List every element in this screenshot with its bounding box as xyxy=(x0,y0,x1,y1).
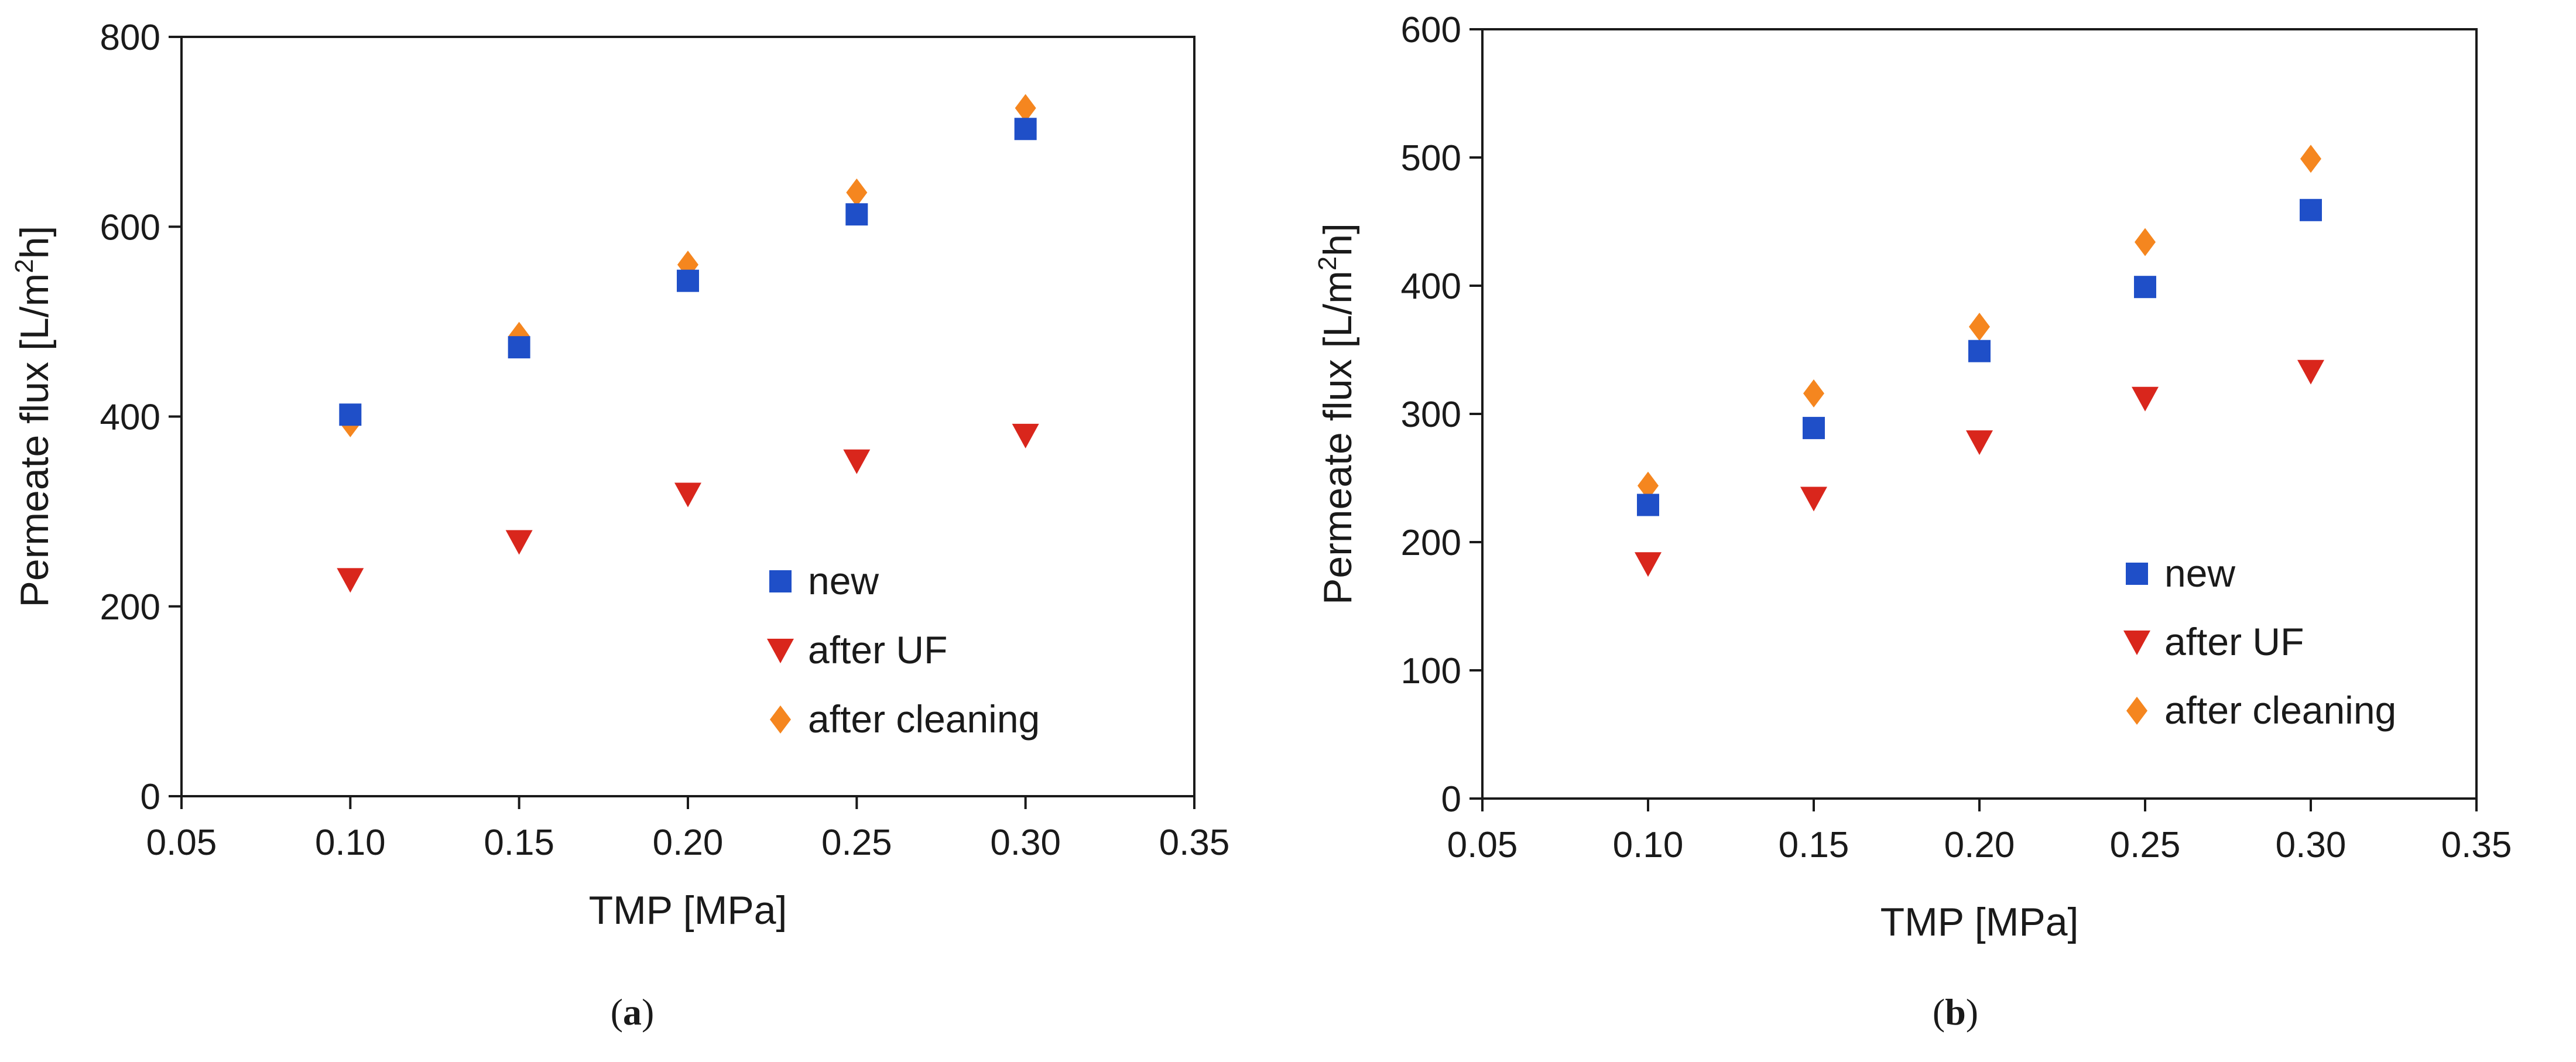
panel-caption-open: ( xyxy=(611,991,623,1033)
y-axis-label-tail: h] xyxy=(1316,223,1360,256)
data-point xyxy=(1014,118,1037,141)
y-tick-label: 200 xyxy=(1401,523,1461,563)
y-tick-label: 100 xyxy=(1401,651,1461,691)
series-after-cleaning xyxy=(1638,145,2321,500)
data-point xyxy=(1803,379,1824,407)
legend-marker xyxy=(2123,631,2150,655)
series-after-UF xyxy=(337,423,1039,593)
x-axis-label: TMP [MPa] xyxy=(1880,900,2079,944)
legend-marker xyxy=(769,570,792,592)
data-point xyxy=(1803,417,1825,440)
x-tick-label: 0.15 xyxy=(1779,825,1849,865)
data-point xyxy=(843,449,871,474)
data-point xyxy=(2134,276,2156,299)
x-tick-label: 0.35 xyxy=(2441,825,2512,865)
x-tick-label: 0.20 xyxy=(1944,825,2015,865)
panel-caption: (a) xyxy=(611,991,655,1033)
panel-caption-letter: b xyxy=(1945,991,1966,1033)
data-point xyxy=(2132,386,2159,412)
x-tick-label: 0.25 xyxy=(821,823,892,863)
y-tick-label: 800 xyxy=(100,18,160,58)
y-tick-label: 0 xyxy=(1441,779,1461,820)
data-point xyxy=(846,178,868,207)
legend-label: after cleaning xyxy=(2164,688,2396,732)
panel-caption-open: ( xyxy=(1933,991,1945,1033)
panel-a: 0.05 0.10 0.15 0.20 0.25 0.30 0.35 0 200 400 600 80… xyxy=(10,18,1229,1033)
y-tick-label: 0 xyxy=(141,777,160,817)
y-tick-label: 200 xyxy=(100,587,160,628)
data-point xyxy=(1637,494,1659,516)
panel-caption-letter: a xyxy=(623,991,642,1033)
y-tick-label: 400 xyxy=(1401,266,1461,307)
legend-label: new xyxy=(808,559,879,602)
series-new xyxy=(339,118,1037,426)
plot-frame xyxy=(1481,28,2478,800)
data-point xyxy=(677,269,699,292)
legend-marker xyxy=(770,705,791,734)
y-tick-label: 300 xyxy=(1401,395,1461,435)
data-point xyxy=(1638,471,1659,500)
x-tick-label: 0.05 xyxy=(146,823,217,863)
x-tick-label: 0.10 xyxy=(1613,825,1684,865)
plot-frame xyxy=(180,36,1195,797)
x-tick-label: 0.05 xyxy=(1447,825,1518,865)
data-point xyxy=(2297,359,2324,385)
data-point xyxy=(339,403,362,426)
data-point xyxy=(1968,340,1991,362)
data-point xyxy=(1635,552,1662,577)
data-point xyxy=(2300,145,2321,173)
data-point xyxy=(845,203,868,226)
data-point xyxy=(2300,198,2322,221)
y-tick-label: 600 xyxy=(1401,10,1461,50)
x-tick-label: 0.10 xyxy=(315,823,386,863)
y-tick-label: 500 xyxy=(1401,138,1461,179)
x-tick-label: 0.25 xyxy=(2110,825,2181,865)
legend-label: new xyxy=(2164,551,2235,595)
panel-caption: (b) xyxy=(1933,991,1978,1033)
y-axis-label-superscript: 2 xyxy=(10,259,39,273)
y-tick-label: 600 xyxy=(100,207,160,248)
legend-label: after UF xyxy=(2164,620,2304,663)
data-point xyxy=(1966,430,1993,455)
legend-marker xyxy=(2126,563,2148,585)
series-new xyxy=(1637,198,2322,516)
panel-caption-close: ) xyxy=(642,991,654,1033)
legend-label: after UF xyxy=(808,628,947,672)
legend-marker xyxy=(767,639,794,663)
y-tick-label: 400 xyxy=(100,398,160,438)
legend: new after UF after cleaning xyxy=(2123,551,2396,732)
series-after-UF xyxy=(1635,359,2324,577)
y-axis-label-main: Permeate flux [L/m xyxy=(1316,270,1360,605)
x-tick-label: 0.20 xyxy=(653,823,724,863)
legend: new after UF after cleaning xyxy=(767,559,1040,741)
data-point xyxy=(1800,487,1827,512)
panel-b: 0.05 0.10 0.15 0.20 0.25 0.30 0.35 0 100 200 300 40… xyxy=(1313,10,2512,1033)
x-tick-label: 0.30 xyxy=(2276,825,2347,865)
x-tick-label: 0.15 xyxy=(484,823,554,863)
legend-label: after cleaning xyxy=(808,697,1040,741)
legend-marker xyxy=(2126,697,2147,725)
data-point xyxy=(1012,423,1039,448)
y-axis-label-tail: h] xyxy=(12,226,57,259)
x-tick-label: 0.30 xyxy=(990,823,1061,863)
data-point xyxy=(2135,228,2156,256)
x-tick-label: 0.35 xyxy=(1159,823,1230,863)
panel-caption-close: ) xyxy=(1966,991,1978,1033)
data-point xyxy=(505,530,533,555)
y-axis-label: Permeate flux [L/m2h] xyxy=(10,226,57,608)
y-axis-label: Permeate flux [L/m2h] xyxy=(1313,223,1360,605)
data-point xyxy=(1015,94,1036,122)
data-point xyxy=(337,568,364,593)
data-point xyxy=(674,482,701,508)
data-point xyxy=(508,336,530,359)
series-after-cleaning xyxy=(340,94,1036,437)
y-axis-label-main: Permeate flux [L/m xyxy=(12,273,57,608)
data-point xyxy=(1969,313,1990,341)
y-axis-label-superscript: 2 xyxy=(1313,256,1342,270)
x-axis-label: TMP [MPa] xyxy=(589,888,787,933)
